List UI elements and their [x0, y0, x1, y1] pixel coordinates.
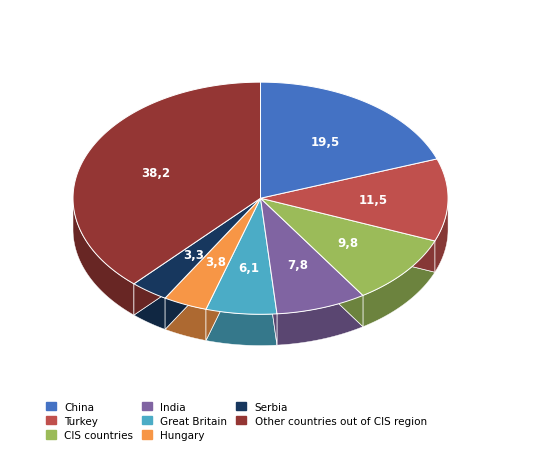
Polygon shape — [261, 199, 435, 272]
Polygon shape — [261, 199, 363, 314]
Text: 3,3: 3,3 — [183, 248, 204, 261]
Polygon shape — [206, 199, 261, 341]
Text: 7,8: 7,8 — [287, 258, 308, 271]
Polygon shape — [165, 299, 206, 341]
Polygon shape — [277, 296, 363, 345]
Polygon shape — [165, 199, 261, 330]
Text: 3,8: 3,8 — [205, 256, 225, 269]
Polygon shape — [206, 199, 277, 315]
Polygon shape — [261, 83, 437, 199]
Polygon shape — [261, 199, 435, 272]
Polygon shape — [134, 199, 261, 299]
Polygon shape — [261, 160, 448, 241]
Polygon shape — [261, 199, 363, 327]
Polygon shape — [73, 199, 134, 315]
Polygon shape — [165, 199, 261, 330]
Text: 6,1: 6,1 — [238, 262, 260, 274]
Text: 19,5: 19,5 — [311, 135, 340, 148]
Polygon shape — [261, 199, 363, 327]
Polygon shape — [363, 241, 435, 327]
Polygon shape — [206, 309, 277, 346]
Text: 38,2: 38,2 — [141, 167, 170, 180]
Polygon shape — [206, 199, 261, 341]
Text: 11,5: 11,5 — [359, 193, 387, 207]
Polygon shape — [435, 199, 448, 272]
Polygon shape — [134, 199, 261, 315]
Polygon shape — [261, 199, 435, 296]
Text: 9,8: 9,8 — [337, 236, 358, 249]
Polygon shape — [134, 284, 165, 330]
Polygon shape — [261, 199, 277, 345]
Polygon shape — [73, 83, 261, 284]
Legend: China, Turkey, CIS countries, India, Great Britain, Hungary, Serbia, Other count: China, Turkey, CIS countries, India, Gre… — [43, 399, 430, 443]
Polygon shape — [165, 199, 261, 309]
Polygon shape — [261, 199, 277, 345]
Polygon shape — [134, 199, 261, 315]
